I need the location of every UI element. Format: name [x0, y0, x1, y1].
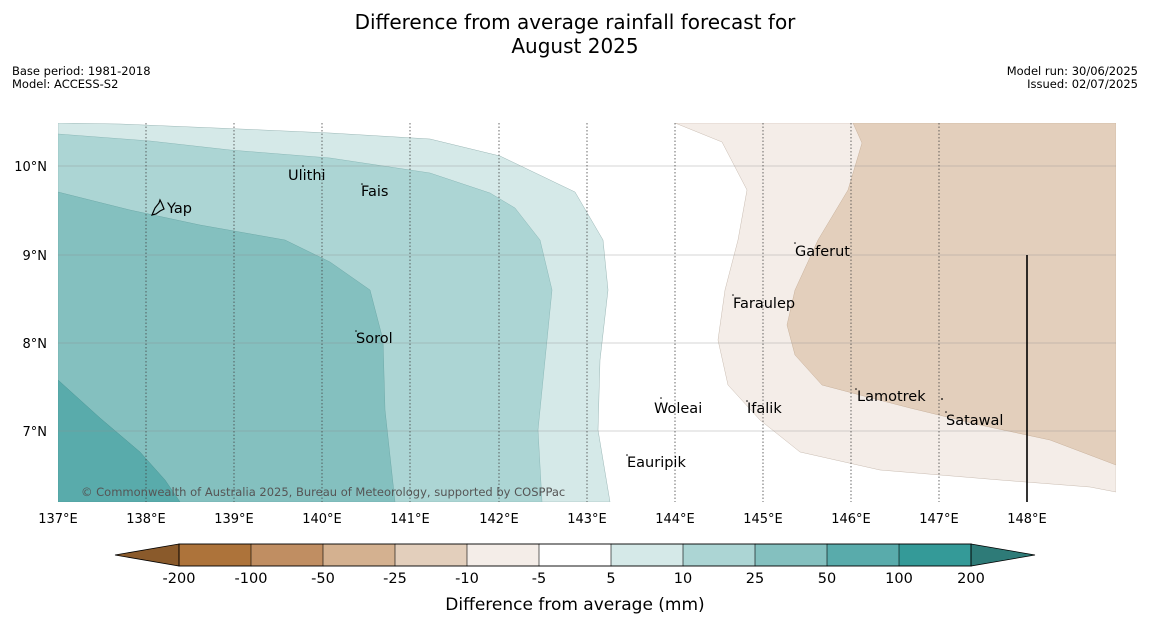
colorbar-segment — [682, 543, 756, 567]
lon-label-143e: 143°E — [567, 512, 607, 527]
lon-label-142e: 142°E — [479, 512, 519, 527]
title-line-2: August 2025 — [511, 34, 639, 58]
cbar-tick-minus5: -5 — [532, 571, 546, 587]
cbar-tick-minus50: -50 — [311, 571, 335, 587]
cbar-tick-minus100: -100 — [235, 571, 268, 587]
place-lamotrek: Lamotrek — [857, 389, 926, 405]
base-period-text: Base period: 1981-2018 — [12, 64, 151, 78]
colorbar-segments — [178, 543, 972, 567]
place-woleai: Woleai — [654, 401, 702, 417]
cbar-tick-minus10: -10 — [455, 571, 479, 587]
colorbar-segment — [394, 543, 468, 567]
cbar-tick-minus25: -25 — [383, 571, 407, 587]
lon-label-138e: 138°E — [126, 512, 166, 527]
colorbar-segment — [610, 543, 684, 567]
title-line-1: Difference from average rainfall forecas… — [354, 10, 796, 34]
colorbar-segment — [754, 543, 828, 567]
colorbar-segment — [178, 543, 252, 567]
yap-island-outline — [150, 198, 165, 216]
model-text: Model: ACCESS-S2 — [12, 77, 119, 91]
colorbar-segment — [250, 543, 324, 567]
model-run-text: Model run: 30/06/2025 — [1006, 64, 1138, 78]
colorbar-segment — [322, 543, 396, 567]
colorbar-segment — [466, 543, 540, 567]
lat-axis: 10°N 9°N 8°N 7°N — [14, 160, 47, 440]
place-faraulep: Faraulep — [733, 296, 795, 312]
place-ulithi: Ulithi — [288, 168, 326, 184]
colorbar-label: Difference from average (mm) — [445, 595, 704, 615]
lon-label-139e: 139°E — [214, 512, 254, 527]
place-gaferut: Gaferut — [795, 244, 850, 260]
band-minus25-to-minus10 — [786, 123, 1116, 466]
map-panel: Ulithi Fais Yap Gaferut Faraulep Sorol L… — [58, 123, 1116, 502]
place-sorol: Sorol — [356, 331, 393, 347]
colorbar-segment — [898, 543, 972, 567]
lon-label-146e: 146°E — [831, 512, 871, 527]
cbar-tick-25: 25 — [746, 571, 764, 587]
lat-label-9n: 9°N — [23, 249, 48, 264]
colorbar: -200 -100 -50 -25 -10 -5 5 10 25 50 100 … — [114, 543, 1036, 615]
place-eauripik: Eauripik — [627, 455, 686, 471]
lat-label-10n: 10°N — [14, 160, 47, 175]
meta-right: Model run: 30/06/2025 Issued: 02/07/2025 — [1007, 65, 1138, 91]
colorbar-outline — [178, 543, 972, 567]
colorbar-low-arrow — [114, 543, 180, 567]
cbar-tick-minus200: -200 — [163, 571, 196, 587]
colorbar-segment — [826, 543, 900, 567]
longitude-gridlines — [145, 123, 940, 502]
lon-label-144e: 144°E — [655, 512, 695, 527]
place-ifalik: Ifalik — [747, 401, 782, 417]
lon-label-147e: 147°E — [919, 512, 959, 527]
lat-label-7n: 7°N — [23, 425, 48, 440]
lat-label-8n: 8°N — [23, 337, 48, 352]
colorbar-segment — [538, 543, 612, 567]
cbar-tick-50: 50 — [818, 571, 836, 587]
place-fais: Fais — [361, 184, 388, 200]
colorbar-ticks: -200 -100 -50 -25 -10 -5 5 10 25 50 100 … — [163, 571, 985, 587]
lon-label-141e: 141°E — [390, 512, 430, 527]
band-50-to-100 — [58, 379, 181, 502]
band-25-to-50 — [58, 191, 396, 502]
cbar-tick-100: 100 — [885, 571, 913, 587]
cbar-tick-200: 200 — [957, 571, 985, 587]
place-yap: Yap — [166, 201, 192, 217]
island-markers — [302, 165, 947, 456]
lon-label-137e: 137°E — [38, 512, 78, 527]
colorbar-high-arrow — [970, 543, 1036, 567]
lon-label-140e: 140°E — [302, 512, 342, 527]
cbar-tick-10: 10 — [674, 571, 692, 587]
issued-text: Issued: 02/07/2025 — [1027, 77, 1138, 91]
lon-label-145e: 145°E — [743, 512, 783, 527]
lon-label-148e: 148°E — [1007, 512, 1047, 527]
meta-left: Base period: 1981-2018 Model: ACCESS-S2 — [12, 65, 151, 91]
cbar-tick-5: 5 — [606, 571, 615, 587]
page-title: Difference from average rainfall forecas… — [0, 10, 1150, 58]
lon-axis: 137°E 138°E 139°E 140°E 141°E 142°E 143°… — [38, 512, 1047, 527]
copyright-text: © Commonwealth of Australia 2025, Bureau… — [81, 485, 565, 499]
place-satawal: Satawal — [946, 413, 1003, 429]
